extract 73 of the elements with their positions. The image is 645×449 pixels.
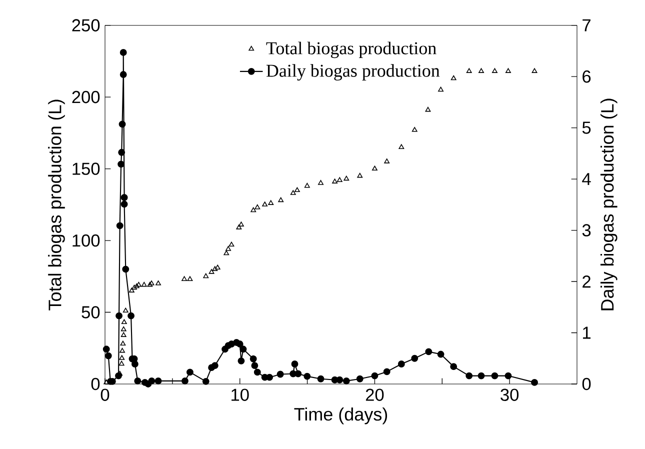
y-tick-label: 150 <box>72 162 100 175</box>
point <box>214 264 220 270</box>
point <box>226 246 231 251</box>
point <box>290 190 296 195</box>
y2-tick-label: 2 <box>582 275 590 288</box>
point <box>336 177 342 182</box>
y2-tick-label: 0 <box>582 378 591 390</box>
point <box>412 126 418 132</box>
point <box>372 166 378 171</box>
point <box>132 284 137 290</box>
point <box>134 283 140 288</box>
point <box>120 326 126 332</box>
legend-label: Total biogas production <box>266 42 436 58</box>
point <box>450 75 456 80</box>
point <box>398 144 404 150</box>
point <box>262 202 268 206</box>
point <box>344 176 350 181</box>
point <box>332 178 338 184</box>
y2-axis-title: Daily biogas production (L) <box>600 98 618 310</box>
point <box>268 200 274 205</box>
point <box>438 86 444 92</box>
y2-tick-label: 7 <box>582 19 590 32</box>
point <box>478 68 484 73</box>
point <box>182 276 188 281</box>
point <box>122 308 128 313</box>
y2-tick-label: 1 <box>583 326 591 339</box>
point <box>304 182 310 188</box>
point <box>212 266 218 271</box>
point <box>120 348 125 353</box>
point <box>254 204 260 210</box>
point <box>384 158 390 164</box>
x-tick-label: 30 <box>500 388 519 401</box>
y-tick-label: 50 <box>82 306 100 318</box>
point <box>294 187 300 192</box>
point <box>228 242 234 247</box>
point <box>118 360 124 366</box>
y2-tick-label: 5 <box>582 122 591 134</box>
point <box>466 68 472 73</box>
point <box>203 273 209 278</box>
point <box>208 269 214 274</box>
point <box>506 68 511 73</box>
y-tick-label: 0 <box>91 378 100 390</box>
point <box>187 276 193 281</box>
y-tick-label: 100 <box>72 234 100 247</box>
point <box>224 250 230 256</box>
point <box>492 68 498 73</box>
y-tick-label: 200 <box>72 90 100 104</box>
point <box>250 207 256 212</box>
point <box>357 172 363 178</box>
point <box>136 282 142 287</box>
y2-tick-label: 3 <box>582 224 591 236</box>
y2-tick-label: 4 <box>582 173 591 186</box>
point <box>278 197 284 202</box>
point <box>119 355 125 360</box>
point <box>236 224 242 230</box>
point <box>156 280 161 286</box>
legend-label: Daily biogas production <box>266 64 440 81</box>
x-tick-label: 10 <box>232 388 249 401</box>
point <box>141 282 147 287</box>
point <box>129 288 134 292</box>
point <box>318 180 324 185</box>
point <box>532 68 538 73</box>
point <box>120 340 126 346</box>
point <box>120 332 126 337</box>
x-tick-label: 0 <box>100 388 110 401</box>
x-axis-title: Time (days) <box>294 407 388 424</box>
point <box>121 319 127 324</box>
y-tick-label: 250 <box>72 19 100 32</box>
x-tick-label: 20 <box>366 388 384 401</box>
point <box>238 222 244 226</box>
y2-tick-label: 6 <box>582 70 591 83</box>
point <box>425 106 431 112</box>
y-axis-title: Total biogas production (L) <box>48 100 65 310</box>
